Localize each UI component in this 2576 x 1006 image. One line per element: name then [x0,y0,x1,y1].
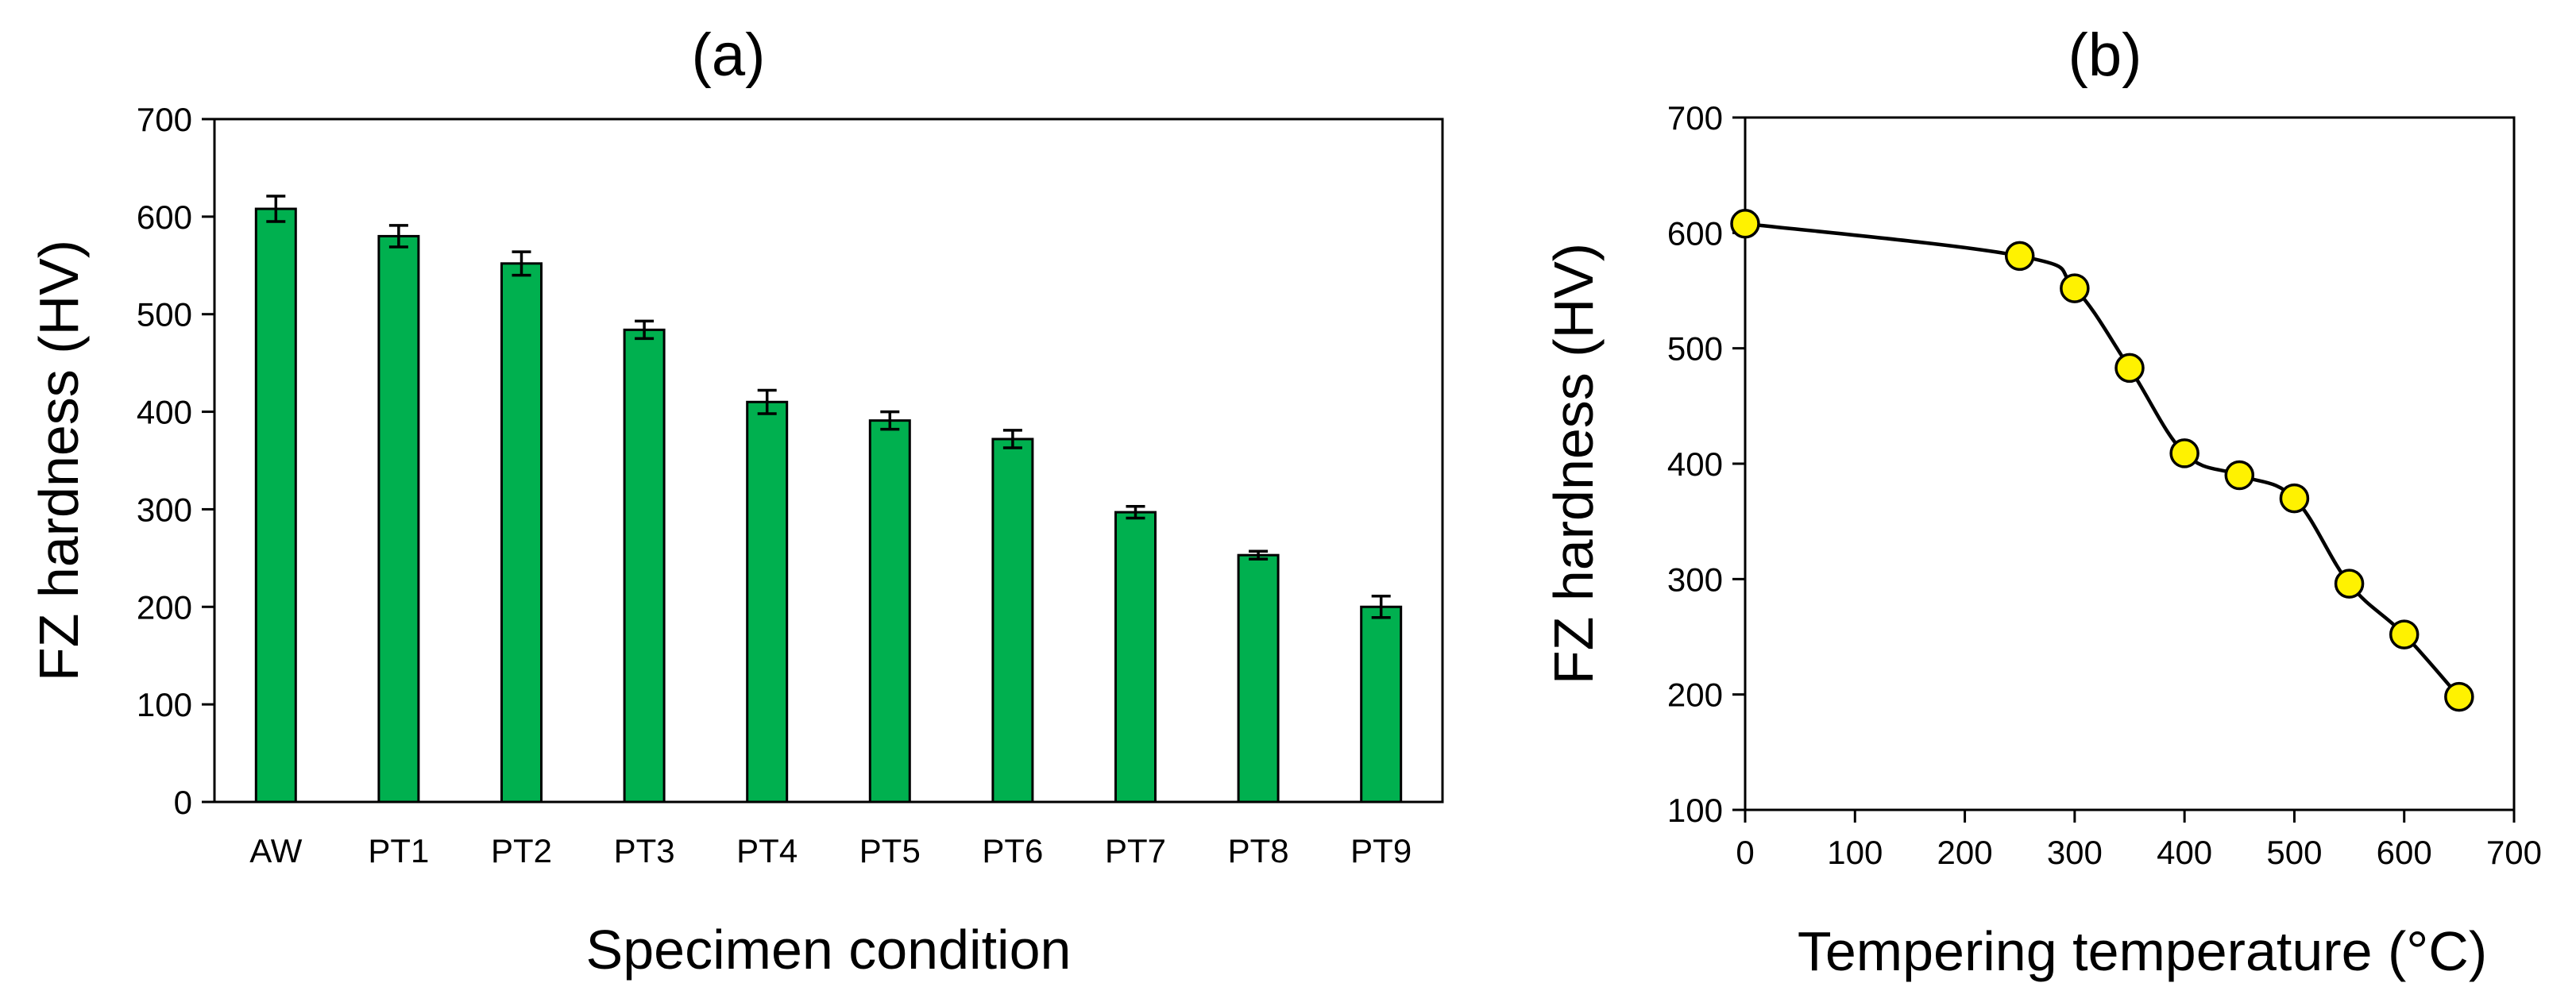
panel-b-y-tick-label: 700 [1667,99,1723,137]
panel-b-y-tick-label: 300 [1667,561,1723,598]
bar-pt3 [623,328,666,804]
panel-a-y-tick-label: 300 [137,491,192,528]
panel-b-y-tick-label: 200 [1667,676,1723,714]
panel-a-y-axis: 0 100 200 300 400 500 600 700 [137,101,214,821]
bar-pt1 [377,234,420,804]
data-point-300c [2060,273,2090,303]
panel-a-bar-chart: (a) 0 100 200 300 400 500 600 700 AW PT1 PT2 PT3 PT… [28,21,1444,981]
panel-b-plot-frame [1744,116,2516,811]
bar-pt5 [868,419,911,804]
panel-b-x-tick-label: 100 [1827,834,1883,871]
panel-a-error-bars [266,195,1391,619]
panel-a-x-tick-label-pt7: PT7 [1105,832,1166,869]
panel-b-y-tick-label: 400 [1667,445,1723,483]
panel-a-x-tick-label-pt5: PT5 [859,832,921,869]
panel-b-y-axis: 100 200 300 400 500 600 700 [1667,99,1745,829]
panel-a-y-tick-label: 0 [174,784,192,821]
data-point-550c [2334,569,2365,599]
panel-a-y-axis-title: FZ hardness (HV) [28,240,90,681]
panel-a-x-tick-label-aw: AW [249,832,302,869]
bar-pt6 [991,437,1034,804]
data-point-450c [2224,460,2255,491]
bar-pt8 [1237,553,1280,804]
panel-b-x-tick-label: 300 [2047,834,2103,871]
panel-b-y-tick-label: 100 [1667,792,1723,829]
bar-aw [254,207,297,804]
data-point-650c [2444,681,2474,712]
bar-pt4 [746,400,789,804]
panel-b-x-tick-label: 700 [2486,834,2542,871]
panel-a-y-tick-label: 100 [137,686,192,723]
panel-a-bars [254,207,1403,804]
panel-b-y-tick-label: 500 [1667,330,1723,368]
panel-b-title: (b) [2068,21,2142,89]
panel-a-x-axis: AW PT1 PT2 PT3 PT4 PT5 PT6 PT7 PT8 PT9 [249,832,1412,869]
panel-a-y-tick-label: 600 [137,199,192,236]
panel-a-plot-frame [213,118,1444,804]
panel-b-x-tick-label: 400 [2157,834,2212,871]
panel-a-x-tick-label-pt2: PT2 [491,832,552,869]
panel-a-x-tick-label-pt1: PT1 [368,832,429,869]
data-point-250c [2004,241,2035,272]
panel-b-series-line [1744,222,2461,699]
data-point-600c [2389,619,2420,649]
panel-a-x-tick-label-pt3: PT3 [614,832,675,869]
panel-b-x-tick-label: 500 [2266,834,2322,871]
data-point-0c [1730,208,1760,239]
panel-b-x-tick-label: 200 [1937,834,1993,871]
panel-a-y-tick-label: 200 [137,588,192,626]
panel-a-title: (a) [692,21,766,89]
panel-a-x-tick-label-pt9: PT9 [1350,832,1412,869]
data-point-350c [2114,353,2145,384]
panel-b-markers [1730,208,2474,712]
panel-a-x-tick-label-pt8: PT8 [1228,832,1289,869]
panel-a-y-tick-label: 400 [137,394,192,431]
panel-b-x-tick-label: 0 [1736,834,1754,871]
panel-b-y-tick-label: 600 [1667,214,1723,252]
bar-pt2 [500,262,543,804]
panel-a-y-tick-label: 500 [137,296,192,333]
panel-b-y-axis-title: FZ hardness (HV) [1543,243,1605,684]
bar-pt9 [1360,605,1403,804]
bar-pt7 [1114,511,1157,804]
panel-b-x-axis-title: Tempering temperature (°C) [1798,920,2487,982]
data-point-400c [2169,438,2199,468]
data-point-500c [2279,483,2310,514]
panel-a-x-tick-label-pt6: PT6 [982,832,1043,869]
panel-b-x-axis: 0 100 200 300 400 500 600 700 [1736,810,2542,871]
panel-b-x-tick-label: 600 [2377,834,2432,871]
panel-a-x-axis-title: Specimen condition [586,919,1072,981]
panel-a-x-tick-label-pt4: PT4 [736,832,798,869]
panel-b-line-chart: (b) 100 200 300 400 500 600 700 0 100 200 300 400 5… [1543,21,2542,982]
panel-a-y-tick-label: 700 [137,101,192,138]
